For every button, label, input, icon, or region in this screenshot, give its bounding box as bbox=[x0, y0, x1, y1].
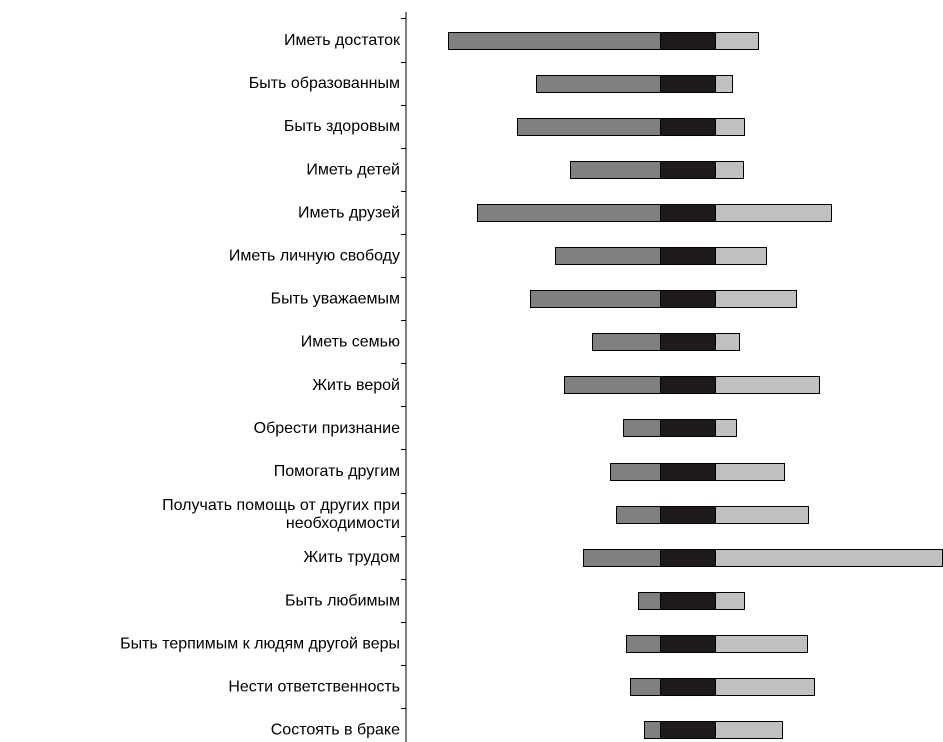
bar-segment-middle bbox=[660, 592, 716, 610]
category-label: Быть уважаемым bbox=[271, 291, 400, 308]
bar-segment-middle bbox=[660, 118, 716, 136]
category-label: Быть терпимым к людям другой веры bbox=[120, 635, 400, 652]
bar-segment-right bbox=[715, 463, 785, 481]
bar-segment-left bbox=[583, 549, 661, 567]
bar-segment-middle bbox=[660, 75, 716, 93]
category-label: Быть любимым bbox=[285, 592, 400, 609]
bar-segment-right bbox=[715, 32, 759, 50]
category-label: Иметь семью bbox=[301, 334, 400, 351]
bar-segment-left bbox=[644, 721, 661, 739]
bar-segment-left bbox=[536, 75, 661, 93]
bar-segment-right bbox=[715, 161, 744, 179]
bar-segment-middle bbox=[660, 161, 716, 179]
category-label: Иметь детей bbox=[306, 161, 400, 178]
bar-segment-right bbox=[715, 592, 745, 610]
bar-segment-left bbox=[570, 161, 661, 179]
bar-segment-right bbox=[715, 549, 943, 567]
bar-segment-middle bbox=[660, 419, 716, 437]
bar-segment-right bbox=[715, 290, 797, 308]
bar-segment-right bbox=[715, 204, 832, 222]
bar-segment-right bbox=[715, 678, 815, 696]
bar-segment-middle bbox=[660, 506, 716, 524]
bar-segment-right bbox=[715, 333, 740, 351]
bar-segment-middle bbox=[660, 204, 716, 222]
category-label: Быть образованным bbox=[249, 75, 400, 92]
bar-segment-right bbox=[715, 75, 733, 93]
bar-segment-middle bbox=[660, 635, 716, 653]
bar-segment-middle bbox=[660, 333, 716, 351]
bar-segment-left bbox=[564, 376, 661, 394]
category-label: Жить верой bbox=[312, 377, 400, 394]
y-axis-ticks bbox=[401, 18, 406, 709]
bar-segment-left bbox=[448, 32, 661, 50]
bar-segment-left bbox=[477, 204, 661, 222]
category-label: Обрести признание bbox=[254, 420, 400, 437]
category-label: необходимости bbox=[286, 515, 400, 532]
bar-segment-left bbox=[610, 463, 661, 481]
bar-segment-left bbox=[626, 635, 661, 653]
bar-segment-right bbox=[715, 635, 808, 653]
category-label: Быть здоровым bbox=[284, 118, 400, 135]
bar-segment-left bbox=[530, 290, 661, 308]
bar-segment-middle bbox=[660, 376, 716, 394]
category-label: Иметь личную свободу bbox=[229, 248, 400, 265]
category-label: Нести ответственность bbox=[228, 679, 400, 696]
bar-segment-right bbox=[715, 247, 767, 265]
bar-segment-left bbox=[630, 678, 661, 696]
bar-segment-middle bbox=[660, 721, 716, 739]
bar-segment-left bbox=[638, 592, 661, 610]
bar-segment-middle bbox=[660, 32, 716, 50]
category-label: Иметь друзей bbox=[298, 204, 400, 221]
bar-segment-middle bbox=[660, 247, 716, 265]
bar-segment-right bbox=[715, 376, 820, 394]
category-label: Иметь достаток bbox=[284, 32, 401, 49]
bar-segment-middle bbox=[660, 678, 716, 696]
category-label: Состоять в браке bbox=[271, 722, 400, 739]
category-label: Жить трудом bbox=[303, 549, 400, 566]
bar-segment-right bbox=[715, 419, 737, 437]
bar-segment-middle bbox=[660, 290, 716, 308]
bar-segment-left bbox=[616, 506, 661, 524]
bar-segment-left bbox=[517, 118, 661, 136]
bar-segment-middle bbox=[660, 549, 716, 567]
category-labels: Иметь достаток Быть образованным Быть здор… bbox=[120, 32, 401, 739]
bar-segment-left bbox=[555, 247, 661, 265]
bar-segment-left bbox=[623, 419, 661, 437]
bar-segment-right bbox=[715, 506, 809, 524]
bar-segment-left bbox=[592, 333, 661, 351]
category-label: Получать помощь от других при bbox=[162, 497, 400, 514]
bars bbox=[448, 32, 943, 739]
bar-segment-middle bbox=[660, 463, 716, 481]
bar-segment-right bbox=[715, 721, 783, 739]
category-label: Помогать другим bbox=[274, 463, 400, 480]
bar-segment-right bbox=[715, 118, 745, 136]
